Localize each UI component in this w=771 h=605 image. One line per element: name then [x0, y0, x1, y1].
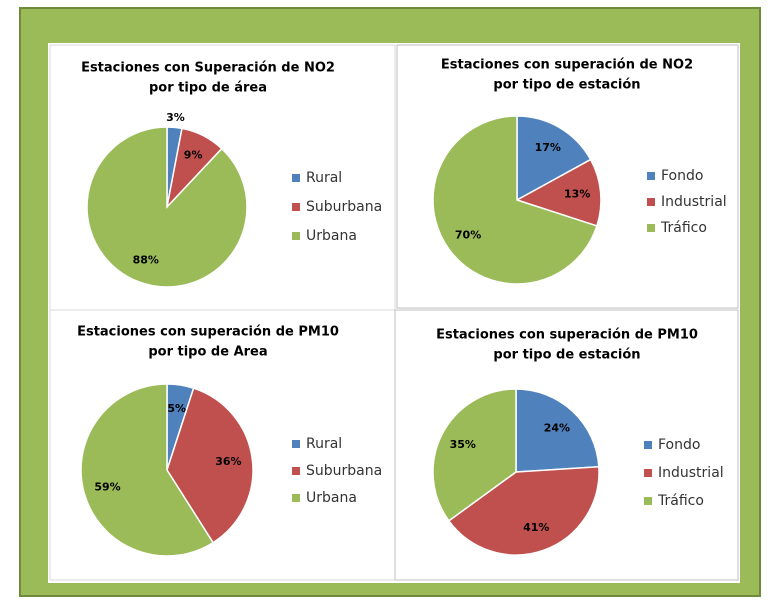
data-label: 35% — [450, 438, 476, 451]
chart-title: por tipo de estación — [493, 78, 640, 93]
pie-slice — [515, 158, 602, 227]
data-label: 13% — [564, 187, 590, 200]
legend-swatch — [644, 441, 652, 449]
chart-title: por tipo de estación — [493, 348, 640, 363]
chart-title: Estaciones con superación de PM10 — [77, 325, 339, 340]
data-label: 41% — [523, 521, 549, 534]
legend-swatch — [292, 203, 300, 211]
pie-slice — [516, 115, 592, 202]
legend-swatch — [292, 174, 300, 182]
legend-swatch — [647, 198, 655, 206]
data-label: 24% — [544, 421, 570, 434]
data-label: 36% — [215, 455, 241, 468]
pie-slice — [166, 387, 254, 544]
chart-title: por tipo de Area — [148, 345, 267, 360]
legend-label: Urbana — [306, 490, 357, 506]
data-label: 59% — [94, 480, 120, 493]
legend-swatch — [292, 440, 300, 448]
pie-slice — [447, 465, 600, 556]
legend-swatch — [644, 497, 652, 505]
legend-label: Tráfico — [660, 220, 707, 236]
chart-title: por tipo de área — [149, 81, 267, 96]
pie-slice — [432, 388, 517, 522]
legend-swatch — [644, 469, 652, 477]
data-label: 88% — [133, 254, 159, 267]
chart-title: Estaciones con superación de NO2 — [441, 58, 693, 73]
chart-title: Estaciones con superación de PM10 — [436, 328, 698, 343]
pie-slice — [86, 126, 248, 288]
legend-label: Suburbana — [306, 199, 382, 215]
chart-title: Estaciones con Superación de NO2 — [81, 61, 335, 76]
data-label: 3% — [166, 111, 185, 124]
data-label: 17% — [535, 141, 561, 154]
legend-label: Fondo — [658, 437, 700, 453]
legend-label: Industrial — [658, 465, 724, 481]
legend-swatch — [292, 467, 300, 475]
legend-swatch — [292, 232, 300, 240]
legend-label: Fondo — [661, 168, 703, 184]
legend-label: Rural — [306, 436, 342, 452]
legend-label: Tráfico — [657, 493, 704, 509]
legend-label: Urbana — [306, 228, 357, 244]
pie-slice — [80, 383, 215, 557]
data-label: 5% — [167, 402, 186, 415]
legend-swatch — [647, 224, 655, 232]
legend-swatch — [647, 172, 655, 180]
legend-label: Industrial — [661, 194, 727, 210]
legend-label: Rural — [306, 170, 342, 186]
legend-swatch — [292, 494, 300, 502]
pie-slice — [515, 388, 600, 473]
legend-label: Suburbana — [306, 463, 382, 479]
pie-slice — [432, 115, 598, 285]
data-label: 9% — [184, 149, 203, 162]
data-label: 70% — [455, 229, 481, 242]
